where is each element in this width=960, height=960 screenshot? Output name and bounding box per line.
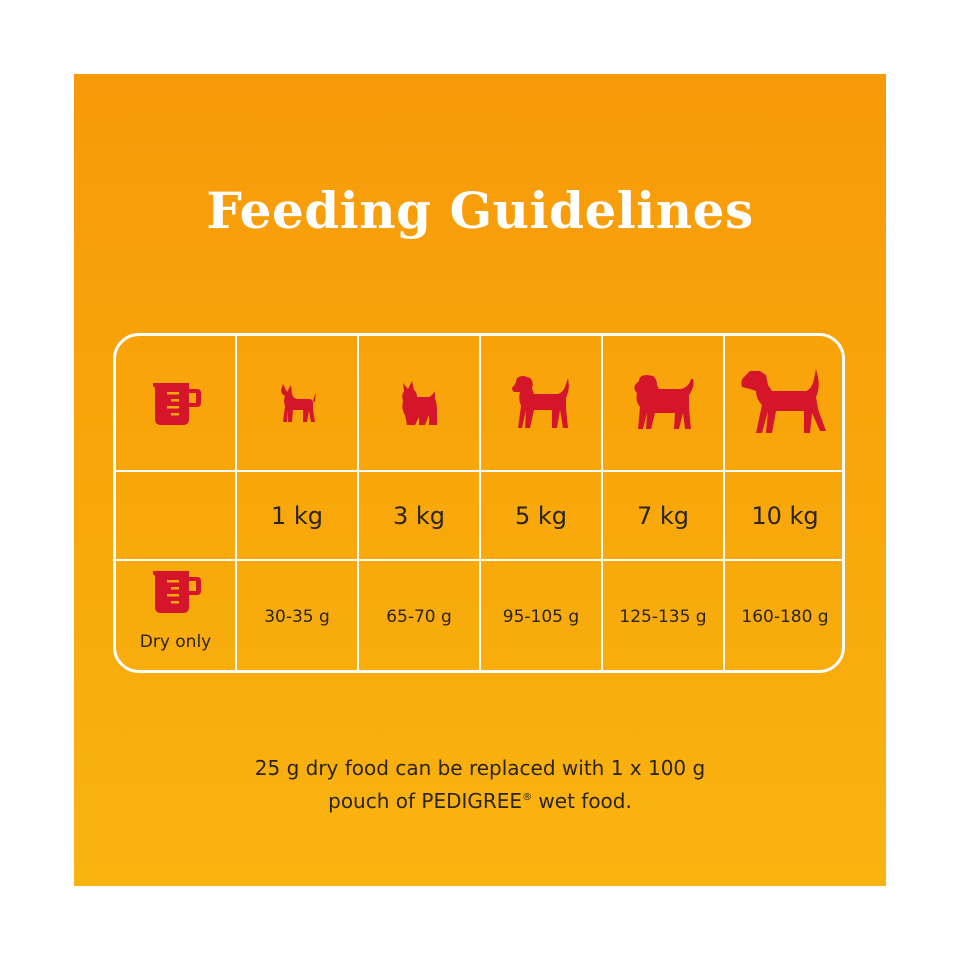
weight-cell: 10 kg (751, 501, 819, 530)
footnote-line-2-suffix: wet food. (532, 789, 632, 813)
weight-cell: 3 kg (392, 501, 446, 530)
amount-cell: 160-180 g (741, 607, 829, 627)
medium-dog-icon (512, 376, 569, 428)
dry-only-label: Dry only (139, 632, 212, 652)
small-dog-icon (402, 381, 437, 425)
weight-cell: 7 kg (636, 501, 690, 530)
weight-cell: 1 kg (270, 501, 324, 530)
row-divider (116, 559, 842, 561)
row-divider (116, 470, 842, 472)
footnote-line-1: 25 g dry food can be replaced with 1 x 1… (254, 756, 706, 780)
column-divider (235, 336, 237, 670)
header-dog-7kg-cell (603, 336, 723, 470)
feeding-guidelines-panel: Feeding Guidelines (74, 74, 886, 886)
measuring-cup-icon (152, 383, 201, 425)
column-divider (357, 336, 359, 670)
measuring-cup-icon (152, 571, 201, 613)
amount-cell: 95-105 g (502, 607, 580, 627)
footnote-line-2-prefix: pouch of PEDIGREE (328, 789, 523, 813)
header-measuring-cup-cell (116, 336, 235, 470)
pug-dog-icon (634, 375, 694, 429)
page-title: Feeding Guidelines (206, 181, 754, 240)
weight-cell: 5 kg (514, 501, 568, 530)
registered-mark: ® (522, 792, 533, 803)
header-dog-10kg-cell (725, 336, 845, 470)
column-divider (601, 336, 603, 670)
header-dog-3kg-cell (359, 336, 479, 470)
column-divider (723, 336, 725, 670)
feeding-table: 1 kg 3 kg 5 kg 7 kg 10 kg Dry only 30-35… (113, 333, 845, 673)
tiny-dog-icon (281, 384, 316, 422)
footnote: 25 g dry food can be replaced with 1 x 1… (74, 754, 886, 816)
header-dog-5kg-cell (481, 336, 601, 470)
large-dog-icon (741, 369, 826, 433)
amount-cell: 125-135 g (619, 607, 707, 627)
footnote-line-2: pouch of PEDIGREE® wet food. (74, 783, 886, 816)
column-divider (479, 336, 481, 670)
amount-cell: 30-35 g (264, 607, 330, 627)
dry-only-cup-cell (116, 561, 235, 621)
amount-cell: 65-70 g (386, 607, 452, 627)
header-dog-1kg-cell (237, 336, 357, 470)
